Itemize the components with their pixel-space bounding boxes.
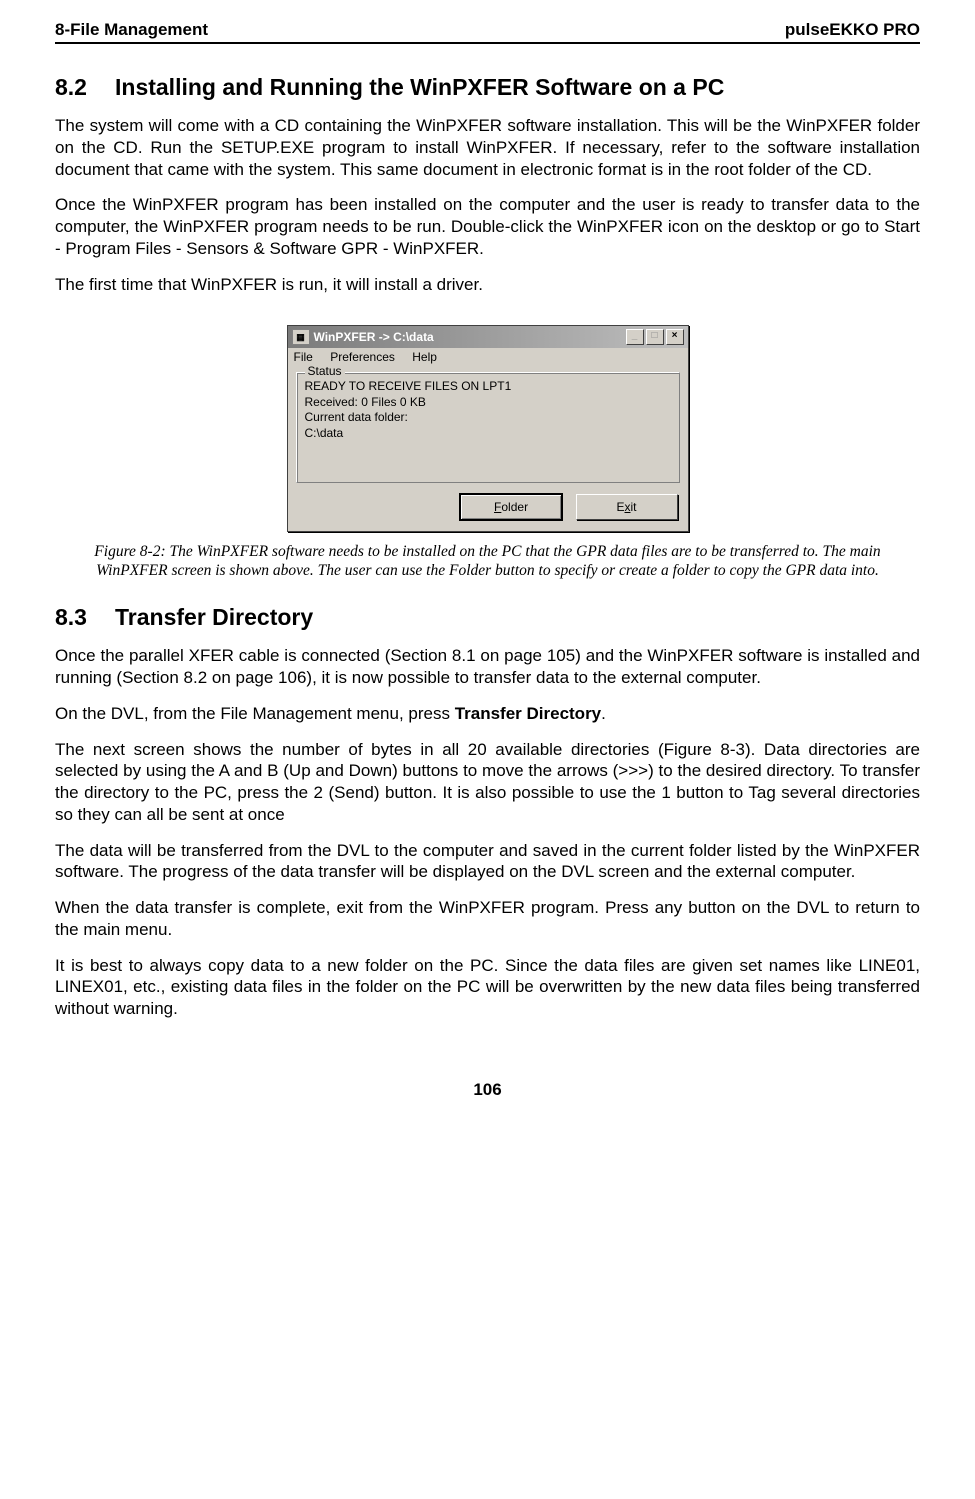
figure-caption: Figure 8-2: The WinPXFER software needs …	[65, 542, 910, 581]
section-number: 8.2	[55, 74, 115, 101]
menu-help[interactable]: Help	[412, 350, 437, 364]
paragraph: On the DVL, from the File Management men…	[55, 703, 920, 725]
paragraph: The first time that WinPXFER is run, it …	[55, 274, 920, 296]
exit-button-rest: it	[631, 500, 637, 514]
header-left: 8-File Management	[55, 20, 208, 40]
status-groupbox: Status READY TO RECEIVE FILES ON LPT1 Re…	[296, 372, 680, 482]
header-right: pulseEKKO PRO	[785, 20, 920, 40]
section-8-2-heading: 8.2Installing and Running the WinPXFER S…	[55, 74, 920, 101]
paragraph: Once the WinPXFER program has been insta…	[55, 194, 920, 259]
section-number: 8.3	[55, 604, 115, 631]
paragraph: When the data transfer is complete, exit…	[55, 897, 920, 941]
window-button-row: Folder Exit	[288, 489, 688, 531]
paragraph: Once the parallel XFER cable is connecte…	[55, 645, 920, 689]
minimize-icon[interactable]: _	[626, 329, 644, 345]
paragraph: The system will come with a CD containin…	[55, 115, 920, 180]
section-title: Installing and Running the WinPXFER Soft…	[115, 74, 724, 100]
text-run: .	[601, 704, 606, 723]
window-menubar: File Preferences Help	[288, 348, 688, 366]
app-icon: ▦	[292, 329, 310, 345]
exit-button[interactable]: Exit	[576, 494, 678, 520]
paragraph: The next screen shows the number of byte…	[55, 739, 920, 826]
menu-file[interactable]: File	[294, 350, 313, 364]
close-icon[interactable]: ×	[666, 329, 684, 345]
section-title: Transfer Directory	[115, 604, 313, 630]
window-title: WinPXFER -> C:\data	[314, 330, 434, 344]
section-8-3-heading: 8.3Transfer Directory	[55, 604, 920, 631]
page-number: 106	[55, 1080, 920, 1100]
winpxfer-window: ▦ WinPXFER -> C:\data _ □ × File Prefere…	[287, 325, 689, 531]
status-line: Received: 0 Files 0 KB	[305, 395, 671, 411]
paragraph: It is best to always copy data to a new …	[55, 955, 920, 1020]
page-header: 8-File Management pulseEKKO PRO	[55, 20, 920, 44]
status-line: Current data folder:	[305, 410, 671, 426]
status-line: C:\data	[305, 426, 671, 442]
window-titlebar: ▦ WinPXFER -> C:\data _ □ ×	[288, 326, 688, 348]
bold-term: Transfer Directory	[455, 704, 601, 723]
paragraph: The data will be transferred from the DV…	[55, 840, 920, 884]
maximize-icon[interactable]: □	[646, 329, 664, 345]
status-line: READY TO RECEIVE FILES ON LPT1	[305, 379, 671, 395]
text-run: On the DVL, from the File Management men…	[55, 704, 455, 723]
folder-button[interactable]: Folder	[459, 493, 563, 521]
menu-preferences[interactable]: Preferences	[330, 350, 395, 364]
folder-button-rest: older	[501, 500, 528, 514]
figure-8-2: ▦ WinPXFER -> C:\data _ □ × File Prefere…	[55, 325, 920, 531]
groupbox-legend: Status	[305, 364, 345, 378]
